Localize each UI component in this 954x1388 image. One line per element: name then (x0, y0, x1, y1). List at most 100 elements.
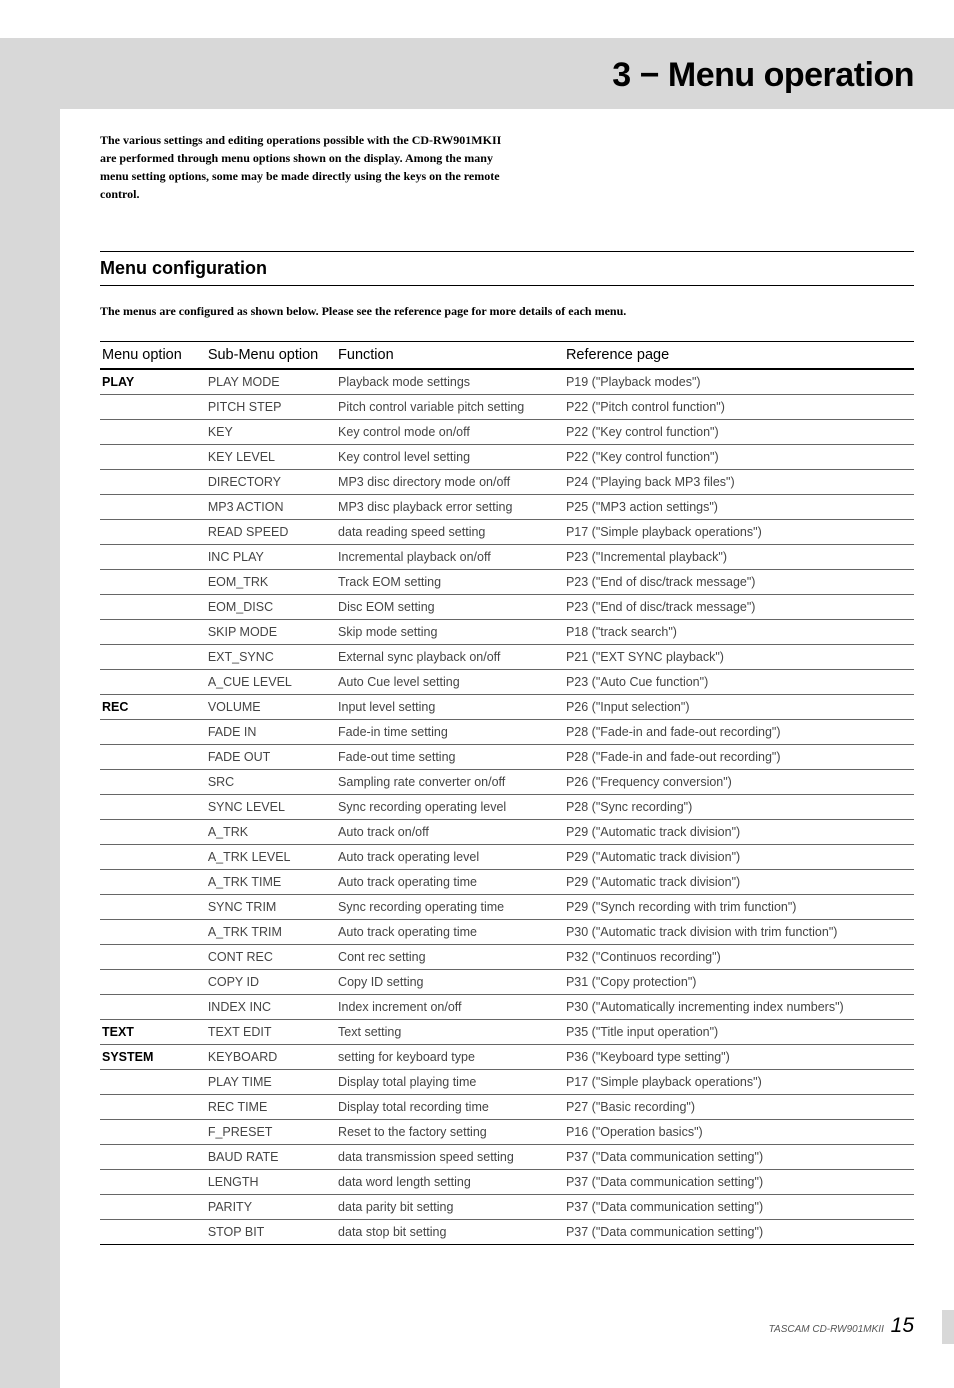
table-row: PLAY TIMEDisplay total playing timeP17 (… (100, 1070, 914, 1095)
cell-sub-menu: A_TRK LEVEL (206, 845, 336, 870)
cell-sub-menu: A_TRK (206, 820, 336, 845)
cell-function: MP3 disc directory mode on/off (336, 470, 564, 495)
cell-reference: P23 ("End of disc/track message") (564, 595, 914, 620)
table-row: EOM_TRKTrack EOM settingP23 ("End of dis… (100, 570, 914, 595)
cell-sub-menu: MP3 ACTION (206, 495, 336, 520)
chapter-header-band: 3 − Menu operation (60, 38, 954, 109)
chapter-intro: The various settings and editing operati… (100, 131, 520, 203)
cell-sub-menu: A_TRK TRIM (206, 920, 336, 945)
cell-sub-menu: FADE OUT (206, 745, 336, 770)
table-row: SYNC LEVELSync recording operating level… (100, 795, 914, 820)
cell-menu-option (100, 395, 206, 420)
cell-menu-option (100, 420, 206, 445)
cell-menu-option: PLAY (100, 369, 206, 395)
table-body: PLAYPLAY MODEPlayback mode settingsP19 (… (100, 369, 914, 1245)
cell-function: Auto track operating time (336, 920, 564, 945)
cell-reference: P24 ("Playing back MP3 files") (564, 470, 914, 495)
table-row: RECVOLUMEInput level settingP26 ("Input … (100, 695, 914, 720)
cell-menu-option (100, 945, 206, 970)
cell-reference: P29 ("Automatic track division") (564, 820, 914, 845)
section-intro: The menus are configured as shown below.… (100, 304, 914, 319)
table-row: BAUD RATEdata transmission speed setting… (100, 1145, 914, 1170)
cell-menu-option: TEXT (100, 1020, 206, 1045)
cell-menu-option (100, 470, 206, 495)
cell-function: Display total playing time (336, 1070, 564, 1095)
cell-sub-menu: SYNC LEVEL (206, 795, 336, 820)
table-row: PLAYPLAY MODEPlayback mode settingsP19 (… (100, 369, 914, 395)
cell-menu-option (100, 995, 206, 1020)
table-row: A_TRKAuto track on/offP29 ("Automatic tr… (100, 820, 914, 845)
table-row: SYNC TRIMSync recording operating timeP2… (100, 895, 914, 920)
cell-reference: P29 ("Synch recording with trim function… (564, 895, 914, 920)
cell-reference: P22 ("Pitch control function") (564, 395, 914, 420)
table-row: COPY IDCopy ID settingP31 ("Copy protect… (100, 970, 914, 995)
cell-function: Disc EOM setting (336, 595, 564, 620)
cell-sub-menu: VOLUME (206, 695, 336, 720)
cell-sub-menu: LENGTH (206, 1170, 336, 1195)
cell-menu-option (100, 520, 206, 545)
cell-reference: P30 ("Automatic track division with trim… (564, 920, 914, 945)
cell-reference: P17 ("Simple playback operations") (564, 1070, 914, 1095)
cell-reference: P27 ("Basic recording") (564, 1095, 914, 1120)
cell-menu-option (100, 1195, 206, 1220)
table-row: TEXTTEXT EDITText settingP35 ("Title inp… (100, 1020, 914, 1045)
cell-menu-option (100, 770, 206, 795)
cell-reference: P16 ("Operation basics") (564, 1120, 914, 1145)
table-row: F_PRESETReset to the factory settingP16 … (100, 1120, 914, 1145)
cell-sub-menu: STOP BIT (206, 1220, 336, 1245)
cell-sub-menu: DIRECTORY (206, 470, 336, 495)
table-header-row: Menu option Sub-Menu option Function Ref… (100, 342, 914, 370)
cell-menu-option (100, 870, 206, 895)
cell-sub-menu: KEYBOARD (206, 1045, 336, 1070)
cell-menu-option (100, 1070, 206, 1095)
cell-reference: P36 ("Keyboard type setting") (564, 1045, 914, 1070)
cell-function: setting for keyboard type (336, 1045, 564, 1070)
cell-function: data stop bit setting (336, 1220, 564, 1245)
cell-reference: P37 ("Data communication setting") (564, 1220, 914, 1245)
header-menu-option: Menu option (100, 342, 206, 370)
header-sub-menu: Sub-Menu option (206, 342, 336, 370)
cell-menu-option (100, 895, 206, 920)
cell-function: Display total recording time (336, 1095, 564, 1120)
cell-sub-menu: PLAY TIME (206, 1070, 336, 1095)
table-row: A_TRK TIMEAuto track operating timeP29 (… (100, 870, 914, 895)
cell-menu-option (100, 970, 206, 995)
cell-reference: P22 ("Key control function") (564, 445, 914, 470)
cell-menu-option (100, 545, 206, 570)
cell-sub-menu: SYNC TRIM (206, 895, 336, 920)
cell-function: Text setting (336, 1020, 564, 1045)
table-row: DIRECTORYMP3 disc directory mode on/offP… (100, 470, 914, 495)
cell-menu-option (100, 845, 206, 870)
cell-function: Playback mode settings (336, 369, 564, 395)
cell-function: Sampling rate converter on/off (336, 770, 564, 795)
cell-sub-menu: TEXT EDIT (206, 1020, 336, 1045)
cell-sub-menu: A_TRK TIME (206, 870, 336, 895)
cell-sub-menu: PLAY MODE (206, 369, 336, 395)
cell-menu-option: SYSTEM (100, 1045, 206, 1070)
table-row: KEYKey control mode on/offP22 ("Key cont… (100, 420, 914, 445)
cell-reference: P37 ("Data communication setting") (564, 1145, 914, 1170)
cell-sub-menu: SRC (206, 770, 336, 795)
cell-sub-menu: PITCH STEP (206, 395, 336, 420)
footer-page-number: 15 (891, 1314, 914, 1337)
cell-function: Fade-in time setting (336, 720, 564, 745)
table-row: INDEX INCIndex increment on/offP30 ("Aut… (100, 995, 914, 1020)
table-row: READ SPEEDdata reading speed settingP17 … (100, 520, 914, 545)
table-row: MP3 ACTIONMP3 disc playback error settin… (100, 495, 914, 520)
cell-reference: P25 ("MP3 action settings") (564, 495, 914, 520)
cell-sub-menu: F_PRESET (206, 1120, 336, 1145)
cell-reference: P28 ("Fade-in and fade-out recording") (564, 745, 914, 770)
cell-menu-option (100, 1120, 206, 1145)
cell-reference: P37 ("Data communication setting") (564, 1195, 914, 1220)
cell-sub-menu: CONT REC (206, 945, 336, 970)
table-row: KEY LEVELKey control level settingP22 ("… (100, 445, 914, 470)
cell-reference: P35 ("Title input operation") (564, 1020, 914, 1045)
table-row: REC TIMEDisplay total recording timeP27 … (100, 1095, 914, 1120)
cell-menu-option (100, 720, 206, 745)
cell-reference: P32 ("Continuos recording") (564, 945, 914, 970)
section-heading: Menu configuration (100, 251, 914, 286)
cell-function: data word length setting (336, 1170, 564, 1195)
cell-reference: P29 ("Automatic track division") (564, 845, 914, 870)
cell-menu-option (100, 445, 206, 470)
cell-function: External sync playback on/off (336, 645, 564, 670)
